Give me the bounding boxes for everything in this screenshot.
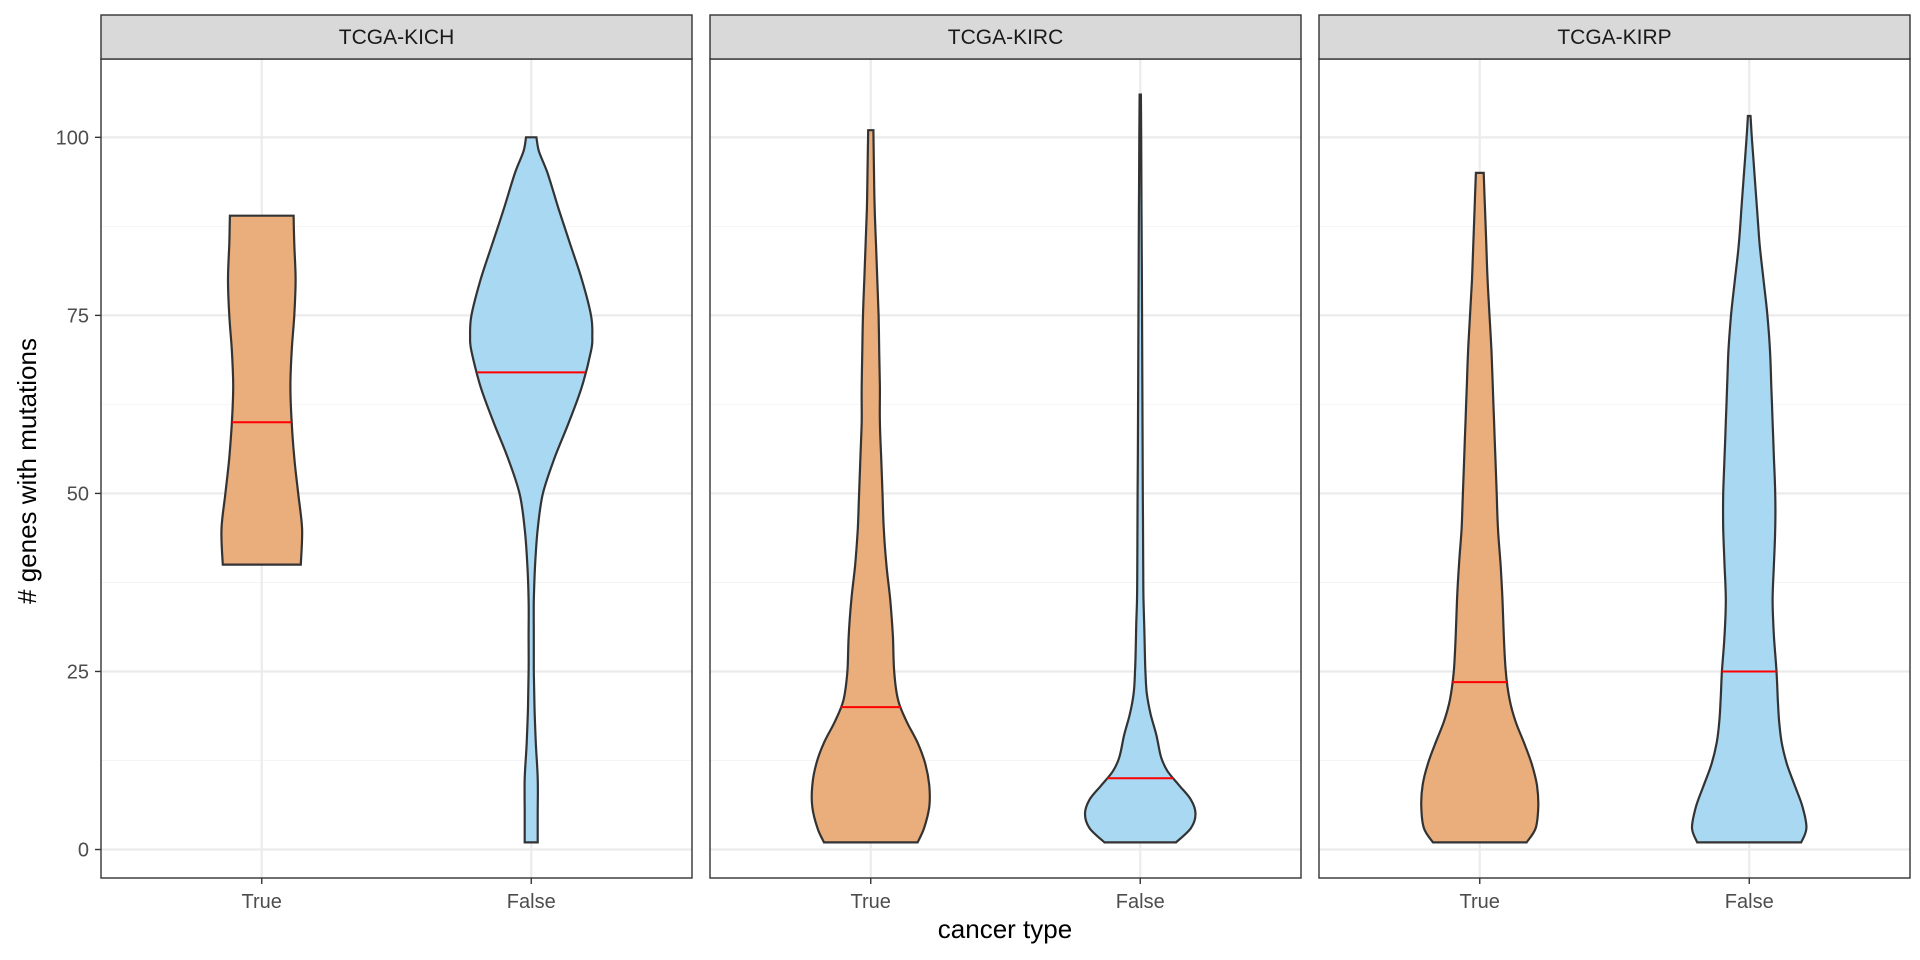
- facet-strip: [709, 14, 1302, 60]
- y-tick-label: 75: [67, 305, 89, 327]
- violin-false: [1083, 93, 1197, 844]
- x-tick-label: False: [507, 891, 556, 913]
- x-axis-title: cancer type: [938, 914, 1072, 944]
- y-axis-title: # genes with mutations: [12, 338, 42, 604]
- y-axis: 0 25 50 75 100: [56, 127, 101, 862]
- x-tick-label: True: [1460, 891, 1500, 913]
- facet-panel-tcga-kich: TCGA-KICH True False: [100, 14, 693, 913]
- facet-panel-tcga-kirp: TCGA-KIRP True False: [1318, 14, 1911, 913]
- violin-true: [1420, 171, 1540, 844]
- panel-background: [1319, 59, 1910, 878]
- panel-background: [710, 59, 1301, 878]
- facet-panel-tcga-kirc: TCGA-KIRC True False: [709, 14, 1302, 913]
- facet-strip-title: TCGA-KIRP: [1557, 26, 1671, 49]
- y-tick-label: 100: [56, 127, 89, 149]
- facet-strip-title: TCGA-KIRC: [948, 26, 1064, 49]
- violin-true: [810, 129, 931, 844]
- x-tick-label: True: [851, 891, 891, 913]
- panel-background: [101, 59, 692, 878]
- violin-true: [220, 214, 304, 566]
- x-tick-label: False: [1725, 891, 1774, 913]
- x-tick-label: True: [242, 891, 282, 913]
- violin-false: [468, 136, 594, 844]
- facet-strip-title: TCGA-KICH: [339, 26, 455, 49]
- x-tick-label: False: [1116, 891, 1165, 913]
- y-tick-label: 0: [78, 840, 89, 862]
- facet-strip: [1318, 14, 1911, 60]
- y-tick-label: 50: [67, 483, 89, 505]
- y-tick-label: 25: [67, 661, 89, 683]
- facet-strip: [100, 14, 693, 60]
